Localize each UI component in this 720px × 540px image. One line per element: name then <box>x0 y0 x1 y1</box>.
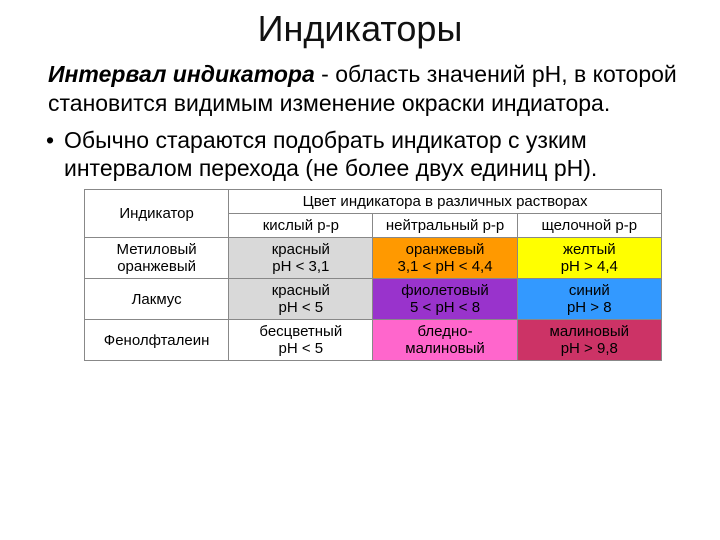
cell-acid: красный pH < 3,1 <box>229 238 373 279</box>
th-color-group: Цвет индикатора в различных растворах <box>229 190 662 214</box>
cell-neutral: оранжевый 3,1 < pH < 4,4 <box>373 238 517 279</box>
cell-line2: pH < 3,1 <box>272 258 329 275</box>
row-name: Метиловый оранжевый <box>85 238 229 279</box>
cell-line1: желтый <box>563 241 616 258</box>
cell-line1: оранжевый <box>406 241 485 258</box>
cell-neutral: фиолетовый 5 < pH < 8 <box>373 279 517 320</box>
cell-neutral: бледно- малиновый <box>373 320 517 361</box>
cell-line2: 5 < pH < 8 <box>410 299 480 316</box>
cell-alk: желтый pH > 4,4 <box>517 238 661 279</box>
cell-line2: pH < 5 <box>279 299 324 316</box>
definition-paragraph: Интервал индикатора - область значений p… <box>24 60 696 118</box>
th-neutral: нейтральный р-р <box>373 214 517 238</box>
cell-alk: малиновый pH > 9,8 <box>517 320 661 361</box>
table-row: Лакмус красный pH < 5 фиолетовый 5 < pH … <box>85 279 662 320</box>
row-name: Фенолфталеин <box>85 320 229 361</box>
cell-line1: бледно- <box>418 323 473 340</box>
indicator-table: Индикатор Цвет индикатора в различных ра… <box>84 189 662 361</box>
cell-line1: бесцветный <box>259 323 342 340</box>
cell-line1: синий <box>569 282 610 299</box>
table-row: Фенолфталеин бесцветный pH < 5 бледно- м… <box>85 320 662 361</box>
definition-term: Интервал индикатора <box>48 61 315 87</box>
cell-acid: красный pH < 5 <box>229 279 373 320</box>
cell-alk: синий pH > 8 <box>517 279 661 320</box>
cell-line2: 3,1 < pH < 4,4 <box>398 258 493 275</box>
cell-line1: красный <box>272 282 330 299</box>
cell-line2: pH < 5 <box>279 340 324 357</box>
cell-line1: красный <box>272 241 330 258</box>
cell-line2: малиновый <box>405 340 485 357</box>
th-acid: кислый р-р <box>229 214 373 238</box>
definition-sep: - <box>315 61 335 87</box>
cell-line1: малиновый <box>550 323 630 340</box>
row-name: Лакмус <box>85 279 229 320</box>
cell-line2: pH > 8 <box>567 299 612 316</box>
cell-acid: бесцветный pH < 5 <box>229 320 373 361</box>
table-row: Метиловый оранжевый красный pH < 3,1 ора… <box>85 238 662 279</box>
cell-line2: pH > 4,4 <box>561 258 618 275</box>
th-alk: щелочной р-р <box>517 214 661 238</box>
cell-line2: pH > 9,8 <box>561 340 618 357</box>
th-indicator: Индикатор <box>85 190 229 238</box>
cell-line1: фиолетовый <box>401 282 489 299</box>
bullet-item: Обычно стараются подобрать индикатор с у… <box>48 126 696 184</box>
table-header-row-1: Индикатор Цвет индикатора в различных ра… <box>85 190 662 214</box>
slide-title: Индикаторы <box>24 8 696 50</box>
